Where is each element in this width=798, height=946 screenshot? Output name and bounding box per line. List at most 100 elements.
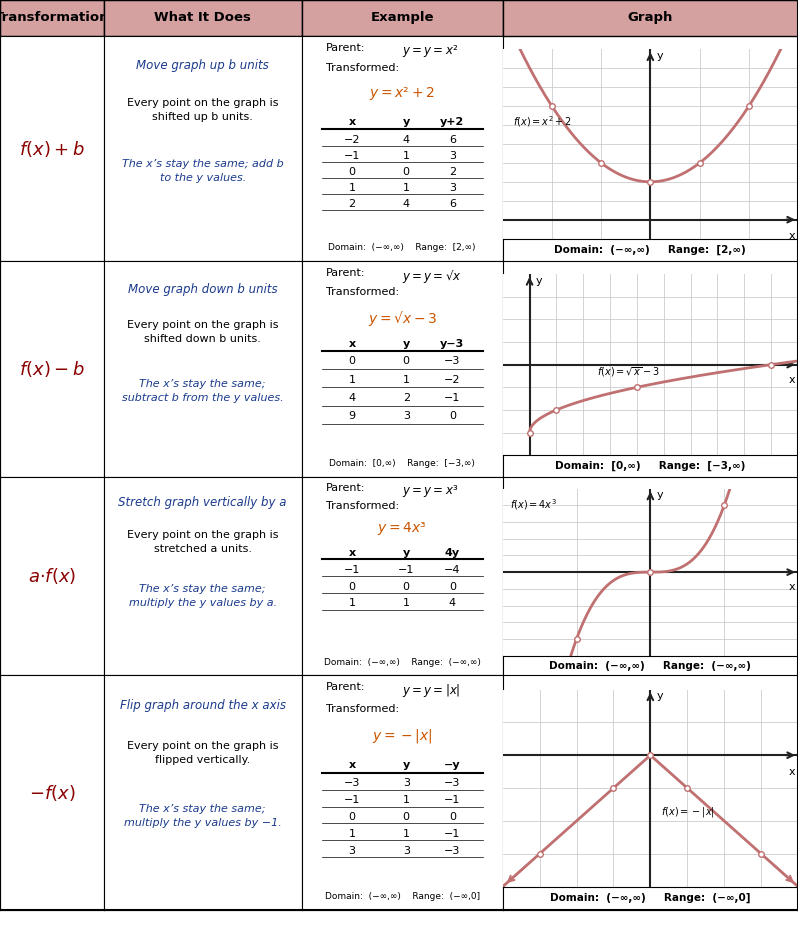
Text: x: x bbox=[788, 376, 795, 386]
Text: Domain:  (−∞,∞)    Range:  [2,∞): Domain: (−∞,∞) Range: [2,∞) bbox=[329, 243, 476, 252]
Text: Domain:  (−∞,∞)     Range:  (−∞,∞): Domain: (−∞,∞) Range: (−∞,∞) bbox=[550, 660, 751, 671]
Text: $f(x)=x^2+2$: $f(x)=x^2+2$ bbox=[512, 114, 571, 129]
Text: The x’s stay the same; add b
to the y values.: The x’s stay the same; add b to the y va… bbox=[122, 159, 283, 183]
Text: 1: 1 bbox=[403, 184, 409, 193]
Text: 1: 1 bbox=[403, 375, 409, 385]
Text: 1: 1 bbox=[349, 184, 355, 193]
Text: 3: 3 bbox=[449, 184, 456, 193]
Text: $y = −|x|$: $y = −|x|$ bbox=[372, 727, 433, 745]
Text: x: x bbox=[349, 339, 355, 349]
Text: 0: 0 bbox=[349, 167, 355, 177]
Text: $f(x)=\sqrt{x}-3$: $f(x)=\sqrt{x}-3$ bbox=[597, 366, 659, 379]
Text: 1: 1 bbox=[349, 599, 355, 608]
Text: −1: −1 bbox=[344, 150, 360, 161]
Text: 0: 0 bbox=[403, 582, 409, 591]
Text: $y = y = |x|$: $y = y = |x|$ bbox=[402, 682, 460, 699]
Text: −3: −3 bbox=[444, 357, 460, 366]
Text: x: x bbox=[788, 231, 795, 241]
Text: Flip graph around the x axis: Flip graph around the x axis bbox=[120, 699, 286, 712]
Text: 4: 4 bbox=[449, 599, 456, 608]
Text: y−3: y−3 bbox=[440, 339, 464, 349]
Text: 4: 4 bbox=[403, 200, 410, 209]
Text: Every point on the graph is
flipped vertically.: Every point on the graph is flipped vert… bbox=[127, 741, 279, 765]
Text: $f(x)=-|x|$: $f(x)=-|x|$ bbox=[662, 805, 715, 819]
Text: Parent:: Parent: bbox=[326, 268, 365, 277]
Text: 4y: 4y bbox=[445, 549, 460, 558]
Text: 2: 2 bbox=[403, 394, 410, 403]
Text: 4: 4 bbox=[349, 394, 355, 403]
Text: −3: −3 bbox=[444, 779, 460, 788]
Text: Domain:  (−∞,∞)    Range:  (−∞,∞): Domain: (−∞,∞) Range: (−∞,∞) bbox=[324, 658, 480, 668]
Text: Domain:  (−∞,∞)     Range:  (−∞,0]: Domain: (−∞,∞) Range: (−∞,0] bbox=[550, 893, 751, 903]
Text: y: y bbox=[535, 276, 542, 286]
Text: $y = 4x³$: $y = 4x³$ bbox=[377, 520, 427, 537]
Text: 1: 1 bbox=[403, 795, 409, 805]
Text: Parent:: Parent: bbox=[326, 43, 365, 53]
Text: −1: −1 bbox=[444, 394, 460, 403]
Text: 0: 0 bbox=[349, 812, 355, 822]
Text: 2: 2 bbox=[449, 167, 456, 177]
Text: 6: 6 bbox=[449, 134, 456, 145]
Text: 0: 0 bbox=[349, 357, 355, 366]
Text: 0: 0 bbox=[403, 812, 409, 822]
Text: What It Does: What It Does bbox=[154, 11, 251, 25]
Text: x: x bbox=[788, 582, 795, 592]
Text: 1: 1 bbox=[403, 599, 409, 608]
Text: 0: 0 bbox=[449, 812, 456, 822]
Text: The x’s stay the same;
multiply the y values by −1.: The x’s stay the same; multiply the y va… bbox=[124, 804, 282, 828]
Text: −2: −2 bbox=[444, 375, 460, 385]
Text: Parent:: Parent: bbox=[326, 482, 365, 493]
Text: y: y bbox=[656, 692, 663, 702]
Text: $y = y = x²$: $y = y = x²$ bbox=[402, 43, 458, 59]
Text: Transformation: Transformation bbox=[0, 11, 109, 25]
Text: Move graph up b units: Move graph up b units bbox=[136, 59, 269, 72]
Text: $−f(x)$: $−f(x)$ bbox=[29, 782, 75, 803]
Text: 0: 0 bbox=[349, 582, 355, 591]
Text: 4: 4 bbox=[403, 134, 410, 145]
Text: Every point on the graph is
shifted down b units.: Every point on the graph is shifted down… bbox=[127, 321, 279, 344]
Text: −2: −2 bbox=[344, 134, 360, 145]
Text: Domain:  (−∞,∞)    Range:  (−∞,0]: Domain: (−∞,∞) Range: (−∞,0] bbox=[325, 892, 480, 901]
Text: −y: −y bbox=[444, 760, 460, 770]
Text: Transformed:: Transformed: bbox=[326, 63, 399, 73]
Text: −3: −3 bbox=[444, 846, 460, 856]
Text: Domain:  [0,∞)    Range:  [−3,∞): Domain: [0,∞) Range: [−3,∞) bbox=[330, 459, 475, 468]
Text: 1: 1 bbox=[403, 829, 409, 839]
Text: Stretch graph vertically by a: Stretch graph vertically by a bbox=[118, 496, 287, 509]
Text: y: y bbox=[402, 760, 410, 770]
Text: 3: 3 bbox=[449, 150, 456, 161]
Text: y: y bbox=[402, 549, 410, 558]
Text: $y = y = x³$: $y = y = x³$ bbox=[402, 482, 458, 499]
Text: Every point on the graph is
shifted up b units.: Every point on the graph is shifted up b… bbox=[127, 98, 279, 122]
Text: Example: Example bbox=[370, 11, 434, 25]
Text: Graph: Graph bbox=[628, 11, 673, 25]
Text: −1: −1 bbox=[398, 565, 414, 574]
Text: 9: 9 bbox=[349, 412, 355, 422]
Text: 3: 3 bbox=[403, 846, 409, 856]
Text: Domain:  [0,∞)     Range:  [−3,∞): Domain: [0,∞) Range: [−3,∞) bbox=[555, 461, 745, 471]
Text: 3: 3 bbox=[403, 779, 409, 788]
Text: y: y bbox=[402, 117, 410, 127]
Text: y: y bbox=[402, 339, 410, 349]
Text: $f(x)+b$: $f(x)+b$ bbox=[19, 138, 85, 159]
Text: −4: −4 bbox=[444, 565, 460, 574]
Text: 0: 0 bbox=[449, 582, 456, 591]
Text: $f(x)−b$: $f(x)−b$ bbox=[19, 359, 85, 379]
Text: −1: −1 bbox=[344, 795, 360, 805]
Text: x: x bbox=[349, 549, 355, 558]
Text: $f(x)=4x^3$: $f(x)=4x^3$ bbox=[510, 498, 557, 512]
Text: −1: −1 bbox=[444, 795, 460, 805]
Text: −1: −1 bbox=[444, 829, 460, 839]
Text: 6: 6 bbox=[449, 200, 456, 209]
Text: Transformed:: Transformed: bbox=[326, 500, 399, 511]
Text: 3: 3 bbox=[349, 846, 355, 856]
Text: Parent:: Parent: bbox=[326, 682, 365, 692]
Text: 0: 0 bbox=[449, 412, 456, 422]
Text: Transformed:: Transformed: bbox=[326, 704, 399, 713]
Text: $a · f(x)$: $a · f(x)$ bbox=[28, 566, 76, 587]
Text: 2: 2 bbox=[349, 200, 355, 209]
Text: Move graph down b units: Move graph down b units bbox=[128, 283, 278, 296]
Text: Every point on the graph is
stretched a units.: Every point on the graph is stretched a … bbox=[127, 531, 279, 554]
Text: −1: −1 bbox=[344, 565, 360, 574]
Text: $y = y = √x$: $y = y = √x$ bbox=[402, 268, 462, 285]
